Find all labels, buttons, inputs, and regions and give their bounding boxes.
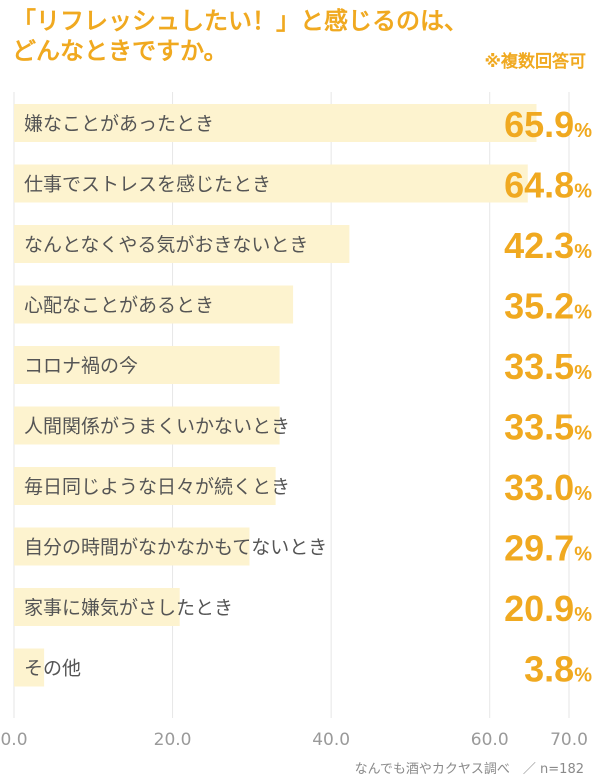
category-label: コロナ禍の今 [24, 355, 138, 377]
bar [14, 285, 294, 324]
x-tick-label: 20.0 [154, 730, 192, 750]
bar [14, 467, 276, 505]
bar [14, 225, 350, 263]
value-label: 33.5% [504, 407, 592, 448]
category-label: その他 [24, 658, 81, 680]
category-label: 心配なことがあるとき [24, 295, 214, 317]
bar [14, 588, 180, 626]
bar [14, 164, 528, 203]
category-label: なんとなくやる気がおきないとき [24, 234, 308, 256]
value-label: 29.7% [504, 528, 592, 569]
chart-title: 「リフレッシュしたい！」と感じるのは、 どんなときですか。 [12, 7, 468, 65]
value-label: 3.8% [524, 649, 592, 690]
bar [14, 346, 280, 384]
category-label: 仕事でストレスを感じたとき [24, 174, 271, 196]
category-label: 家事に嫌気がさしたとき [24, 597, 233, 619]
x-tick-label: 0.0 [0, 730, 27, 750]
value-label: 35.2% [504, 286, 592, 327]
x-tick-label: 60.0 [471, 730, 509, 750]
bar [14, 104, 537, 142]
value-label: 64.8% [504, 165, 592, 206]
category-label: 毎日同じような日々が続くとき [24, 476, 290, 498]
source-note: なんでも酒やカクヤス調べ ／ n=182 [354, 762, 584, 777]
bar [14, 648, 45, 687]
category-label: 自分の時間がなかなかもてないとき [24, 537, 327, 559]
value-label: 33.5% [504, 346, 592, 387]
bar [14, 527, 250, 566]
value-label: 33.0% [504, 467, 592, 508]
x-tick-label: 70.0 [550, 730, 588, 750]
value-label: 20.9% [504, 588, 592, 629]
bar [14, 406, 280, 445]
category-label: 人間関係がうまくいかないとき [24, 416, 290, 438]
value-label: 65.9% [504, 104, 592, 145]
category-label: 嫌なことがあったとき [24, 113, 214, 135]
multiple-answer-note: ※複数回答可 [484, 52, 586, 72]
value-label: 42.3% [504, 225, 592, 266]
x-tick-label: 40.0 [312, 730, 350, 750]
